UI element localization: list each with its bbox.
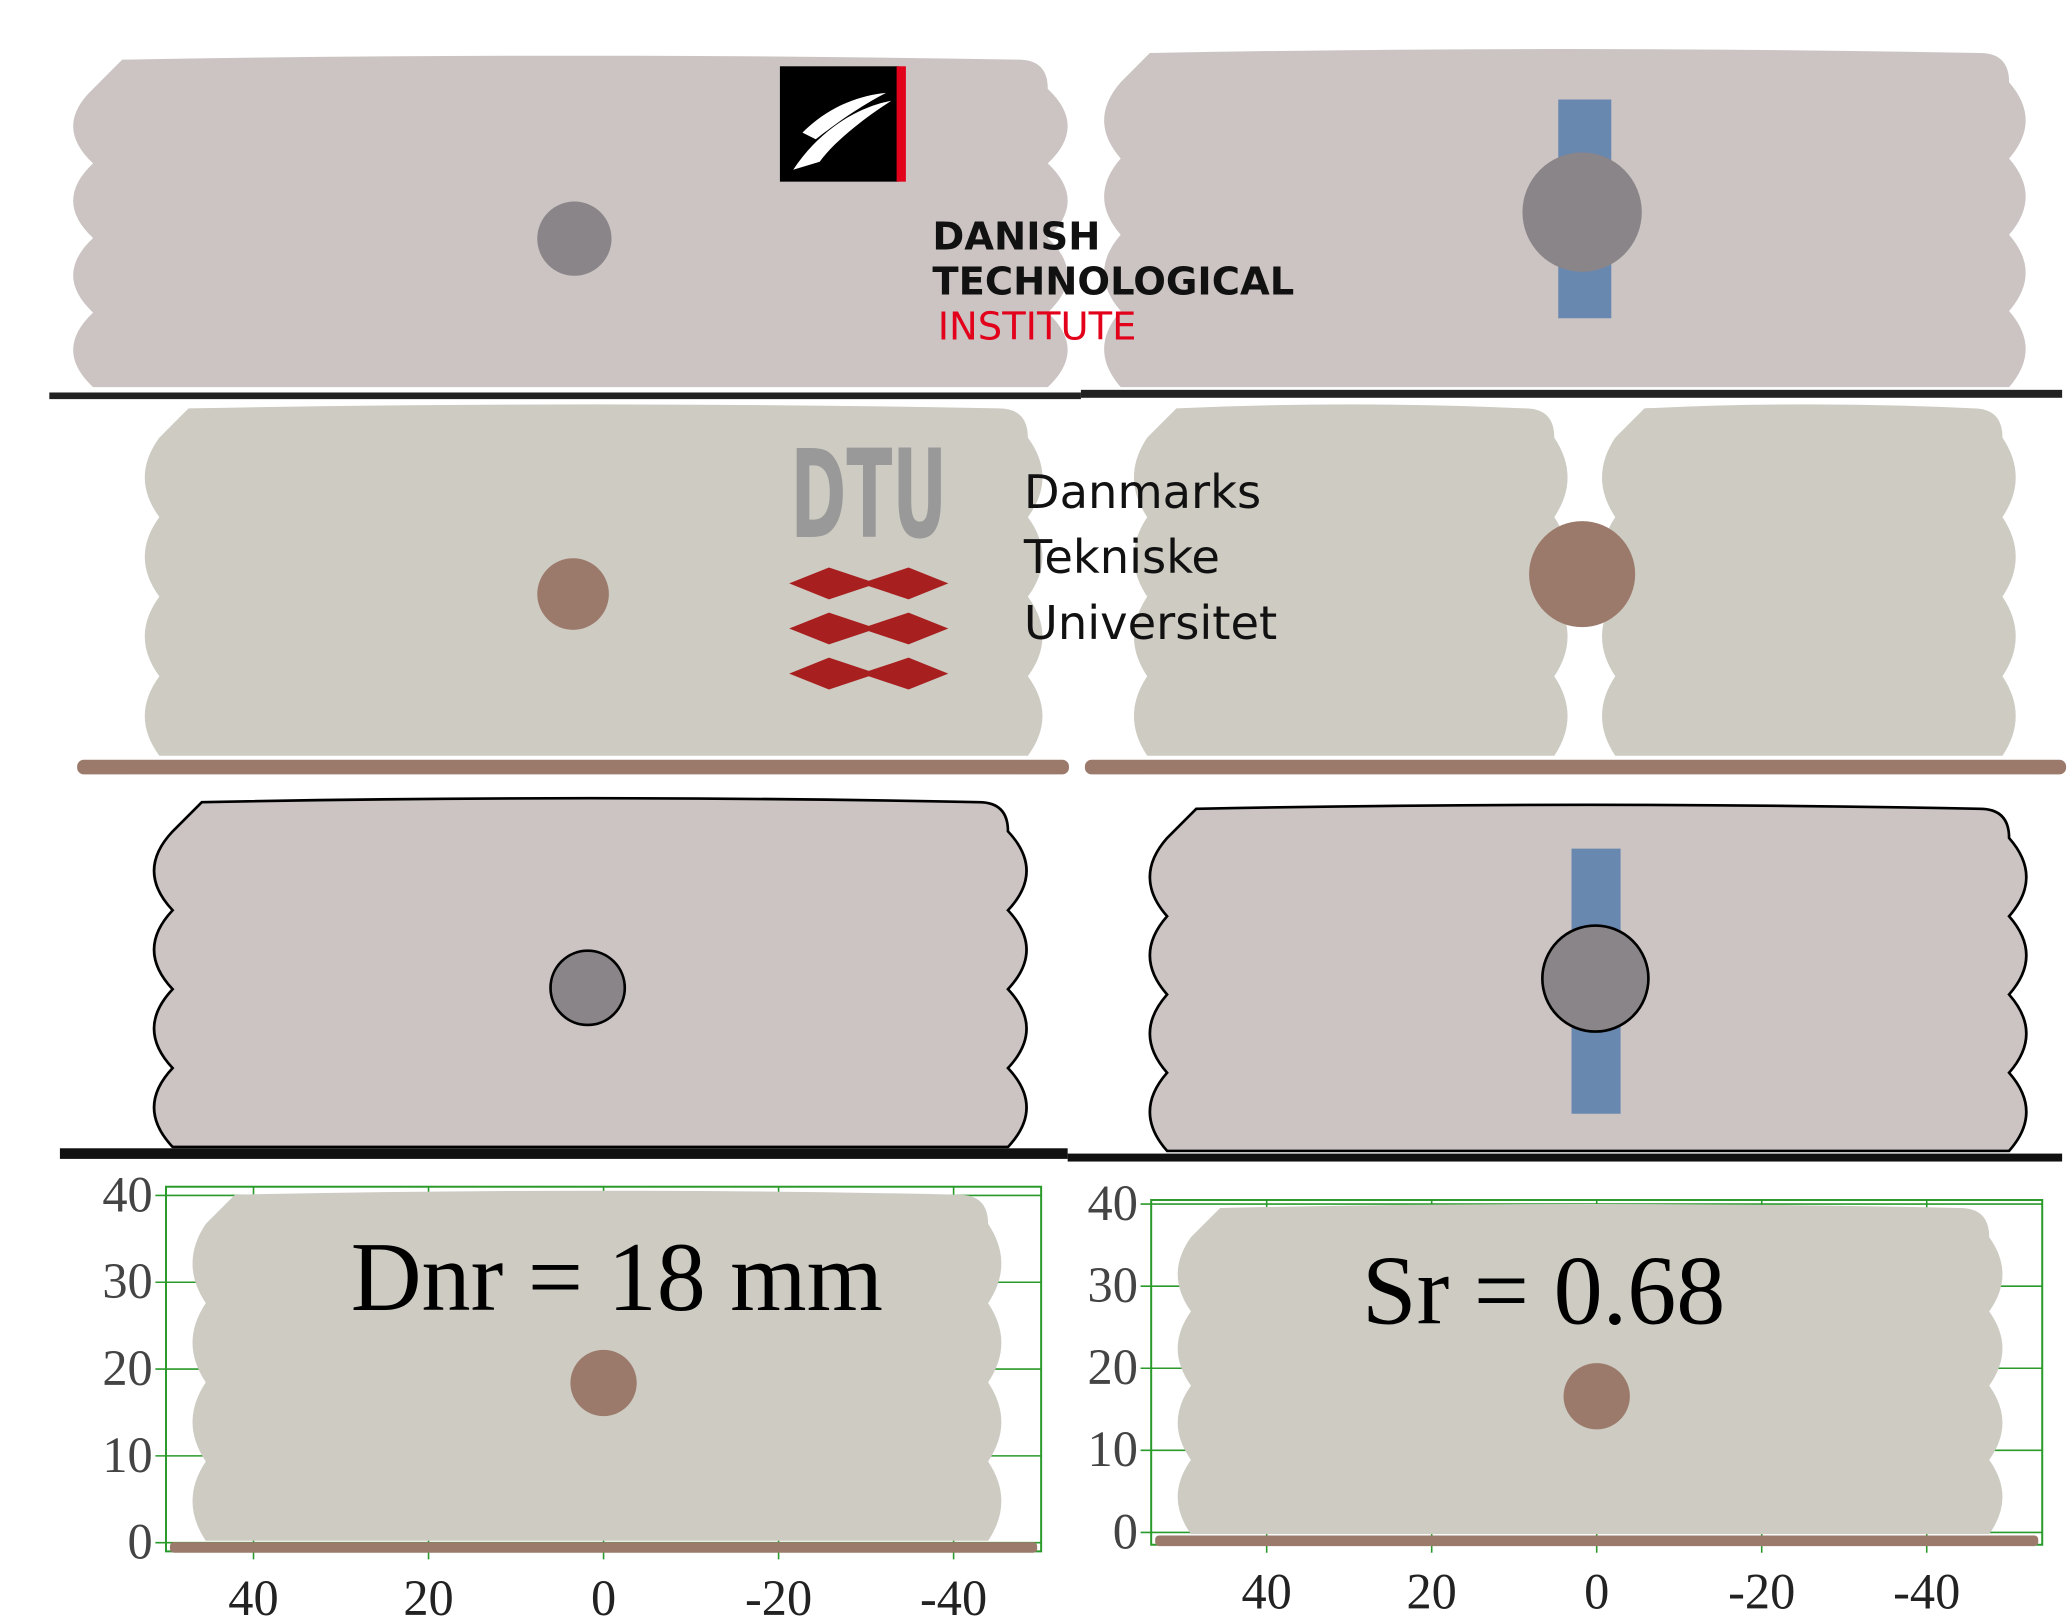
dtu-symbol (789, 568, 948, 690)
logo-text: INSTITUTE (938, 304, 1137, 349)
logo-text: Danmarks (1024, 465, 1261, 519)
base-line (60, 1148, 1068, 1159)
logo-text: DANISH (932, 214, 1100, 259)
x-tick-label: 20 (1407, 1563, 1457, 1619)
logo-text: TECHNOLOGICAL (932, 259, 1294, 304)
y-tick-label: 0 (128, 1514, 153, 1570)
y-tick-label: 20 (1088, 1339, 1138, 1395)
x-tick-label: -40 (920, 1570, 987, 1619)
y-tick-label: 10 (1088, 1421, 1138, 1477)
rebar (551, 951, 625, 1025)
logo-mark: DTU (791, 424, 947, 566)
base-plate (170, 1542, 1037, 1553)
x-tick-label: -20 (745, 1570, 812, 1619)
logo-text: Tekniske (1023, 530, 1220, 584)
base-line (49, 392, 1081, 399)
dti-bar (897, 66, 906, 181)
x-tick-label: 0 (1584, 1563, 1609, 1619)
y-tick-label: 10 (102, 1427, 152, 1483)
y-tick-label: 20 (102, 1340, 152, 1396)
y-tick-label: 30 (102, 1253, 152, 1309)
rebar (537, 558, 609, 630)
rebar (537, 202, 611, 276)
base-line (1068, 1154, 2062, 1162)
y-tick-label: 40 (102, 1166, 152, 1222)
specimen-sim (1602, 404, 2016, 755)
y-tick-label: 40 (1088, 1175, 1138, 1231)
rebar (1542, 926, 1648, 1032)
rebar (570, 1350, 636, 1416)
x-tick-label: -40 (1893, 1563, 1960, 1619)
rebar (1522, 152, 1641, 271)
y-tick-label: 0 (1113, 1503, 1138, 1559)
x-tick-label: 40 (1242, 1563, 1292, 1619)
base-line (1081, 390, 2062, 398)
base-plate (1155, 1535, 2038, 1546)
rebar (1529, 521, 1635, 627)
x-tick-label: -20 (1728, 1563, 1795, 1619)
x-tick-label: 20 (403, 1570, 453, 1619)
base-plate (77, 760, 1069, 775)
y-tick-label: 30 (1088, 1257, 1138, 1313)
x-tick-label: 0 (591, 1570, 616, 1619)
logo-text: Universitet (1024, 596, 1277, 650)
base-plate (1085, 760, 2066, 775)
figure: 0 10 20 30 40 40 20 0 -20 -40 Dnr = 18 mm 0 10 20 30 40… (0, 0, 2069, 1619)
annotation: Dnr = 18 mm (351, 1224, 883, 1332)
rebar (1564, 1363, 1630, 1429)
annotation: Sr = 0.68 (1362, 1237, 1725, 1345)
x-tick-label: 40 (228, 1570, 278, 1619)
